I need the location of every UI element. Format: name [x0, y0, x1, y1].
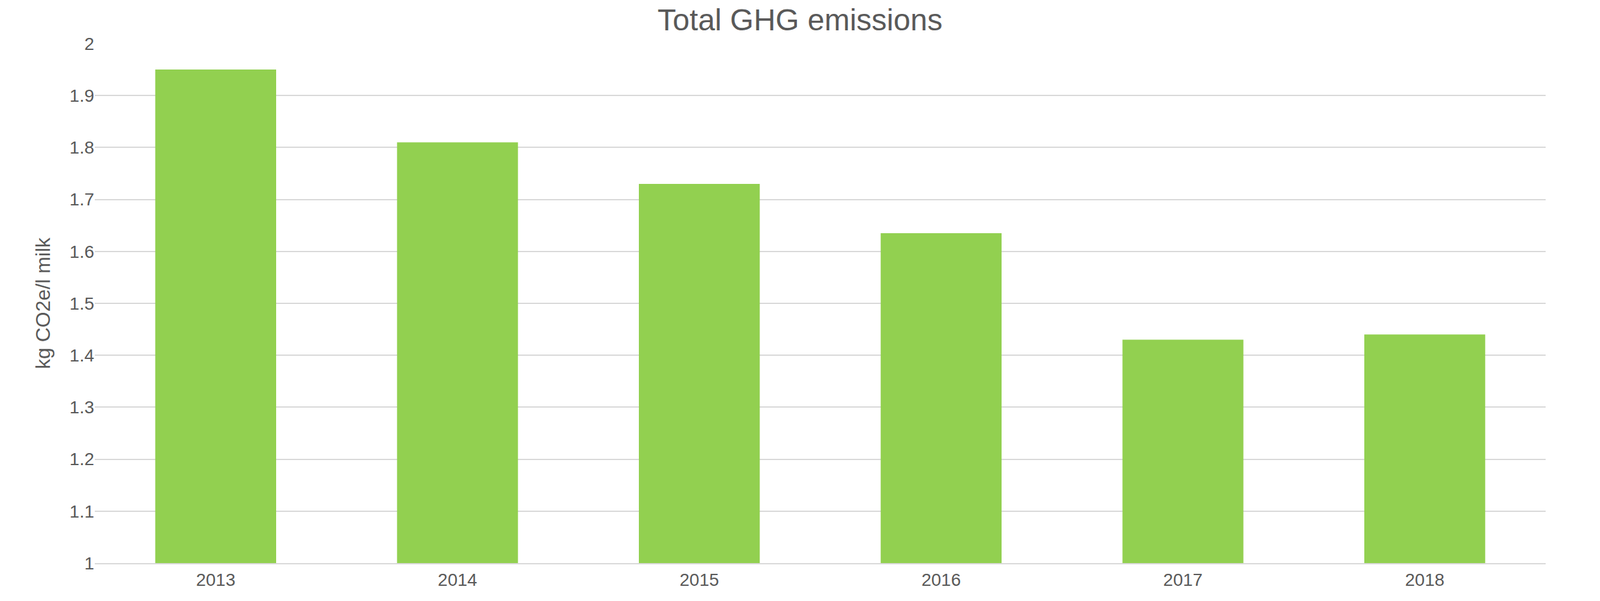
- svg-text:2017: 2017: [1163, 569, 1203, 590]
- svg-text:1.8: 1.8: [69, 137, 95, 158]
- svg-text:kg CO2e/l milk: kg CO2e/l milk: [31, 236, 55, 370]
- svg-text:2013: 2013: [195, 569, 236, 590]
- svg-text:2015: 2015: [679, 569, 720, 590]
- svg-text:1.1: 1.1: [69, 501, 95, 522]
- svg-text:1.6: 1.6: [69, 242, 95, 262]
- svg-text:2016: 2016: [921, 569, 961, 590]
- svg-text:Total GHG emissions: Total GHG emissions: [657, 3, 943, 37]
- svg-text:2014: 2014: [437, 569, 478, 590]
- svg-text:2: 2: [84, 34, 95, 54]
- svg-text:1.9: 1.9: [69, 85, 95, 106]
- svg-text:1.4: 1.4: [69, 345, 95, 366]
- svg-text:1.7: 1.7: [69, 189, 95, 210]
- svg-text:1: 1: [84, 553, 95, 574]
- svg-text:1.2: 1.2: [69, 449, 95, 469]
- svg-text:2018: 2018: [1405, 569, 1445, 590]
- svg-text:1.5: 1.5: [69, 293, 95, 314]
- svg-text:1.3: 1.3: [69, 397, 95, 418]
